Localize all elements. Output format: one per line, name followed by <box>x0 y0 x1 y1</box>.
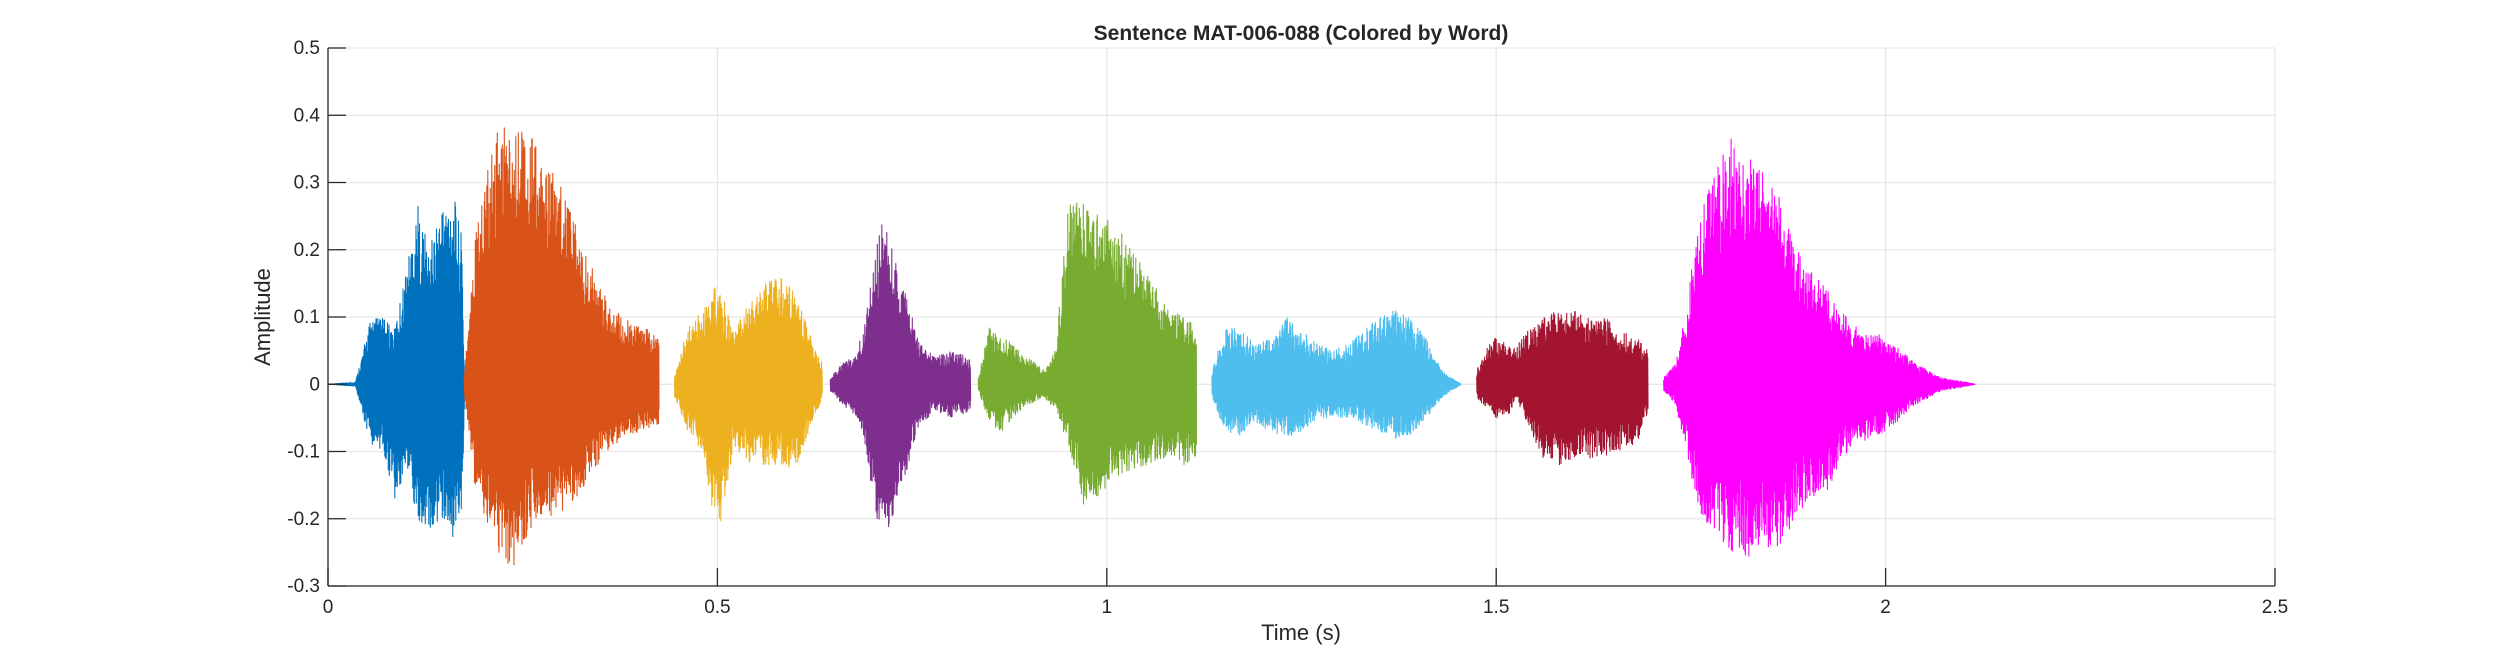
x-tick-label: 1 <box>1102 597 1113 618</box>
y-tick-label: 0 <box>309 374 320 395</box>
y-tick-label: 0.4 <box>294 105 321 126</box>
word-series-6 <box>1211 310 1462 439</box>
x-tick-label: 0 <box>323 597 334 618</box>
y-tick-label: 0.2 <box>294 240 320 261</box>
x-tick-label: 0.5 <box>704 597 730 618</box>
tick-labels: 0 0.5 1 1.5 2 2.5 -0.3 -0.2 -0.1 0 0.1 0.2 0.3 0.4 0.5 <box>287 38 2288 618</box>
x-tick-label: 2.5 <box>2262 597 2288 618</box>
word-series-1 <box>327 201 465 538</box>
waveform-series <box>327 127 1976 566</box>
word-series-4 <box>829 224 972 528</box>
y-tick-label: -0.1 <box>287 442 320 463</box>
y-tick-label: 0.1 <box>294 307 320 328</box>
x-tick-label: 1.5 <box>1483 597 1509 618</box>
chart-title: Sentence MAT-006-088 (Colored by Word) <box>1094 22 1509 45</box>
y-tick-label: 0.3 <box>294 173 320 194</box>
word-series-2 <box>463 127 660 566</box>
word-series-8 <box>1663 138 1976 557</box>
y-tick-label: 0.5 <box>294 38 320 59</box>
y-axis-label: Amplitude <box>250 268 275 366</box>
word-series-5 <box>977 202 1198 505</box>
x-tick-label: 2 <box>1880 597 1891 618</box>
axes <box>327 47 2276 587</box>
x-axis-label: Time (s) <box>1261 620 1341 645</box>
word-series-3 <box>674 277 823 522</box>
y-tick-label: -0.2 <box>287 509 320 530</box>
word-series-7 <box>1476 310 1649 466</box>
y-tick-label: -0.3 <box>287 576 320 597</box>
